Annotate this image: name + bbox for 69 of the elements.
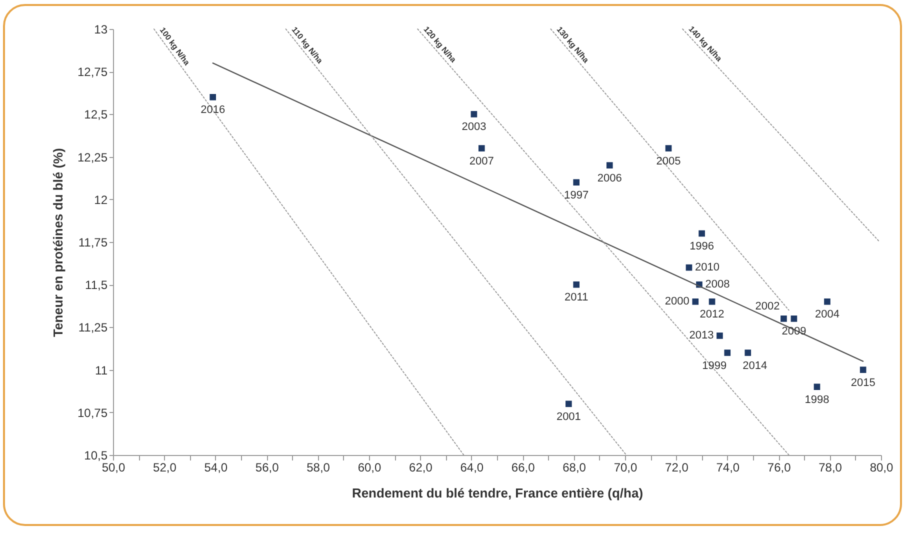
annotation: 2014 bbox=[742, 360, 768, 372]
y-tick-label: 12,25 bbox=[77, 150, 108, 164]
x-tick-label: 68,0 bbox=[562, 460, 586, 474]
annotation: 2004 bbox=[815, 308, 840, 321]
annotation: 1996 bbox=[690, 240, 714, 252]
annotation: 2003 bbox=[462, 121, 486, 134]
point bbox=[573, 281, 580, 288]
y-tick-label: 12,5 bbox=[84, 108, 108, 122]
annotation: 1998 bbox=[804, 394, 830, 406]
y-tick-label: 12,75 bbox=[77, 65, 108, 80]
annotation: 2001 bbox=[556, 410, 581, 423]
point bbox=[470, 111, 478, 118]
annotation: 2015 bbox=[850, 376, 876, 389]
point bbox=[692, 298, 699, 305]
x-tick-label: 66,0 bbox=[511, 460, 536, 474]
annotation: 2011 bbox=[564, 292, 588, 304]
x-axis-title: Rendement du blé tendre, France entière (q/ha) bbox=[352, 486, 644, 500]
annotation: 2016 bbox=[200, 104, 226, 116]
y-tick-label: 11,75 bbox=[78, 236, 108, 250]
annotation: 2008 bbox=[705, 278, 730, 291]
x-tick-label: 52,0 bbox=[153, 460, 177, 474]
y-tick-label: 10,5 bbox=[84, 448, 108, 462]
point bbox=[478, 145, 485, 152]
x-tick-label: 72,0 bbox=[665, 460, 689, 474]
annotation: 2007 bbox=[469, 155, 494, 168]
x-tick-label: 76,0 bbox=[767, 460, 792, 474]
x-tick-label: 60,0 bbox=[358, 460, 382, 474]
annotation: 2013 bbox=[689, 330, 714, 342]
annotation: 2005 bbox=[656, 155, 681, 168]
x-tick-label: 56,0 bbox=[255, 460, 280, 474]
annotation: 2000 bbox=[664, 296, 690, 308]
point bbox=[698, 230, 705, 237]
y-axis-title: Teneur en protéines du blé (%) bbox=[50, 148, 66, 338]
x-tick-label: 54,0 bbox=[204, 460, 228, 474]
x-tick-label: 70,0 bbox=[614, 460, 638, 474]
y-tick-label: 11,5 bbox=[85, 278, 108, 292]
point bbox=[780, 316, 787, 322]
x-tick-label: 78,0 bbox=[818, 460, 842, 474]
x-tick-label: 62,0 bbox=[409, 460, 433, 474]
annotation: 2002 bbox=[755, 300, 780, 313]
point bbox=[606, 162, 613, 168]
y-tick-label: 11 bbox=[95, 363, 108, 378]
point bbox=[724, 350, 731, 356]
point bbox=[860, 366, 866, 373]
y-tick-label: 13 bbox=[94, 22, 108, 36]
x-tick-label: 64,0 bbox=[460, 460, 484, 474]
x-tick-label: 74,0 bbox=[716, 460, 740, 474]
annotation: 2010 bbox=[695, 262, 720, 274]
y-tick-label: 10,75 bbox=[77, 406, 108, 420]
x-tick-label: 80,0 bbox=[870, 460, 894, 474]
point bbox=[716, 332, 723, 339]
point bbox=[824, 298, 830, 305]
x-tick-label: 58,0 bbox=[306, 460, 330, 474]
annotation: 2012 bbox=[700, 308, 724, 321]
point bbox=[790, 316, 798, 322]
annotation: 2006 bbox=[597, 172, 622, 184]
point bbox=[744, 350, 752, 356]
y-tick-label: 12 bbox=[94, 192, 108, 207]
point bbox=[665, 145, 672, 152]
annotation: 1999 bbox=[702, 360, 727, 372]
x-tick-label: 50,0 bbox=[102, 460, 126, 474]
y-tick-label: 11,25 bbox=[78, 320, 108, 335]
point bbox=[210, 94, 216, 100]
annotation: 1997 bbox=[564, 189, 589, 202]
point bbox=[814, 384, 820, 390]
point bbox=[686, 264, 692, 271]
point bbox=[573, 179, 580, 186]
point bbox=[708, 298, 716, 305]
point bbox=[566, 400, 572, 408]
